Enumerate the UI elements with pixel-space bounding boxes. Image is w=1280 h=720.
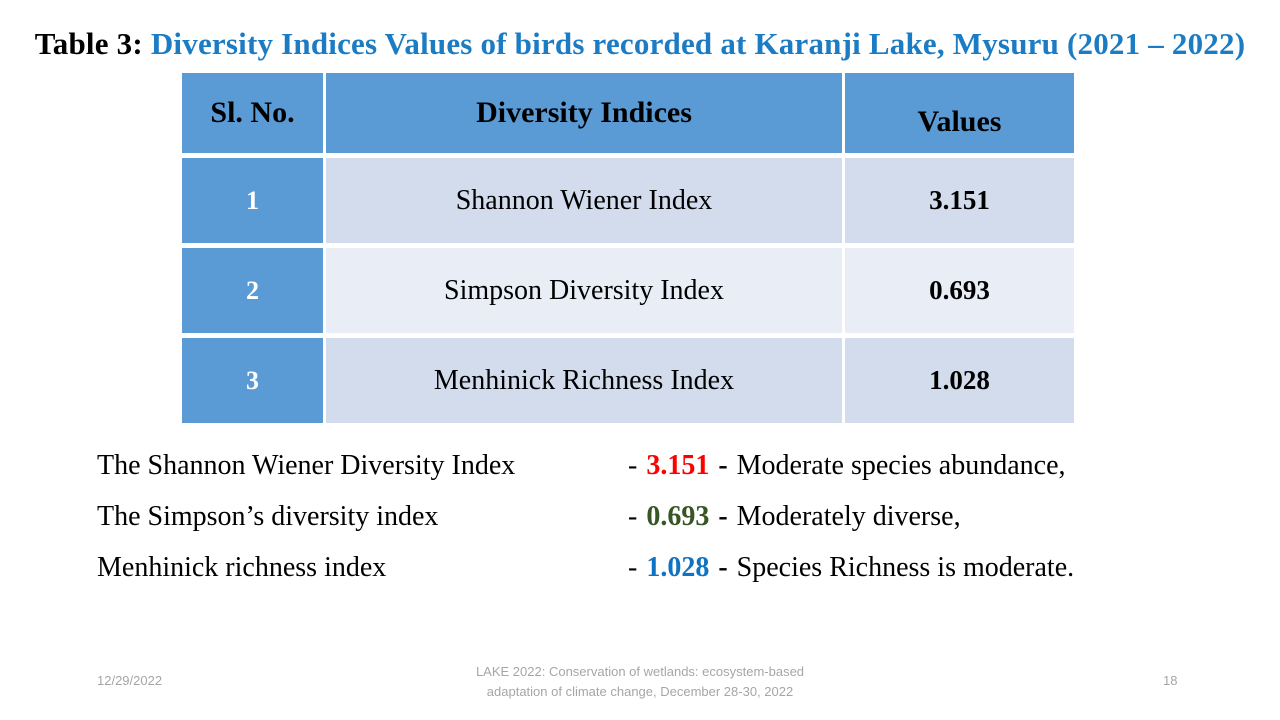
note-menhinick-label: Menhinick richness index — [97, 551, 387, 583]
note-menhinick-dash-close: - — [718, 551, 728, 583]
table-row-2-sl-no: 2 — [182, 248, 323, 333]
note-simpson-description: Moderately diverse, — [736, 500, 961, 532]
note-menhinick-dash-open: - — [628, 551, 638, 583]
slide-page-number: 18 — [1163, 673, 1178, 688]
note-shannon: The Shannon Wiener Diversity Index - 3.1… — [97, 440, 1197, 491]
slide-title: Table 3: Diversity Indices Values of bir… — [0, 26, 1280, 62]
note-simpson: The Simpson’s diversity index - 0.693 - … — [97, 491, 1197, 542]
table-row-2-index-name: Simpson Diversity Index — [326, 248, 842, 333]
table-header-sl-no: Sl. No. — [182, 73, 323, 153]
table-header-diversity-indices: Diversity Indices — [326, 73, 842, 153]
note-simpson-label: The Simpson’s diversity index — [97, 500, 439, 532]
note-menhinick-value: 1.028 — [646, 551, 710, 583]
footer-date: 12/29/2022 — [97, 673, 163, 688]
note-shannon-dash-close: - — [718, 449, 728, 481]
footer-conference-line2: adaptation of climate change, December 2… — [486, 684, 794, 699]
interpretation-notes: The Shannon Wiener Diversity Index - 3.1… — [97, 440, 1197, 593]
footer-conference-title: LAKE 2022: Conservation of wetlands: eco… — [400, 662, 880, 702]
table-row-3-sl-no: 3 — [182, 338, 323, 423]
table-row-1-sl-no: 1 — [182, 158, 323, 243]
note-simpson-value: 0.693 — [646, 500, 710, 532]
table-header-values: Values — [845, 73, 1074, 153]
note-shannon-description: Moderate species abundance, — [736, 449, 1066, 481]
title-text: Diversity Indices Values of birds record… — [150, 26, 1246, 61]
note-shannon-label: The Shannon Wiener Diversity Index — [97, 449, 516, 481]
note-menhinick: Menhinick richness index - 1.028 - Speci… — [97, 542, 1197, 593]
table-row-1-value: 3.151 — [845, 158, 1074, 243]
note-menhinick-description: Species Richness is moderate. — [736, 551, 1075, 583]
diversity-indices-table: Sl. No. Diversity Indices Values 1 Shann… — [182, 73, 1074, 423]
note-simpson-dash-open: - — [628, 500, 638, 532]
note-shannon-value: 3.151 — [646, 449, 710, 481]
table-row-1-index-name: Shannon Wiener Index — [326, 158, 842, 243]
note-shannon-dash-open: - — [628, 449, 638, 481]
table-number-label: Table 3: — [34, 26, 151, 61]
table-row-3-index-name: Menhinick Richness Index — [326, 338, 842, 423]
table-row-2-value: 0.693 — [845, 248, 1074, 333]
footer-conference-line1: LAKE 2022: Conservation of wetlands: eco… — [475, 664, 805, 679]
table-row-3-value: 1.028 — [845, 338, 1074, 423]
note-simpson-dash-close: - — [718, 500, 728, 532]
